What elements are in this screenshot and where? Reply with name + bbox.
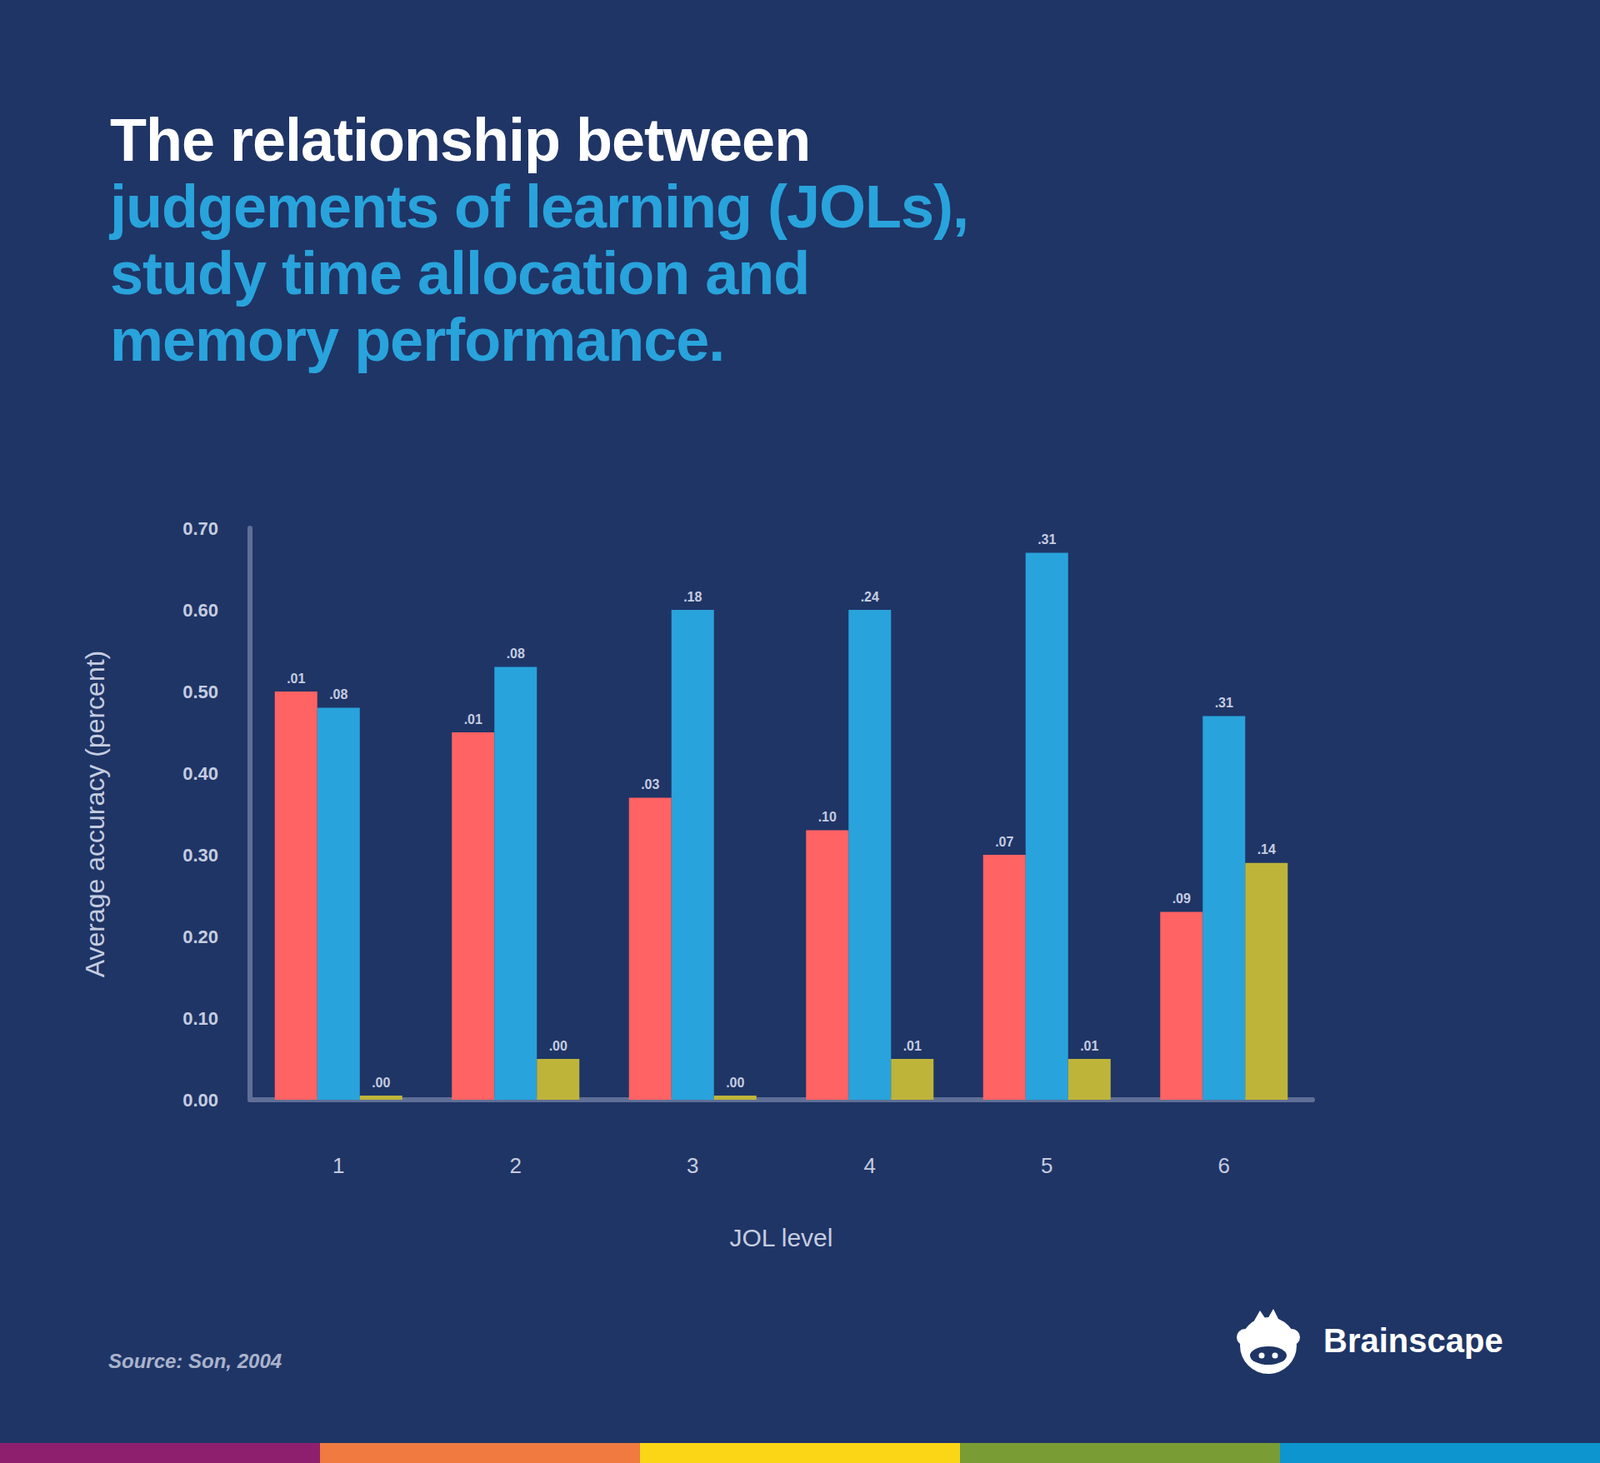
svg-text:0.60: 0.60 <box>182 600 219 621</box>
svg-text:.01: .01 <box>1080 1039 1099 1054</box>
svg-text:0.40: 0.40 <box>182 763 219 785</box>
svg-text:6: 6 <box>1218 1153 1230 1179</box>
svg-text:.31: .31 <box>1215 695 1234 710</box>
svg-text:1: 1 <box>332 1153 345 1179</box>
svg-text:.09: .09 <box>1172 891 1191 906</box>
svg-text:.10: .10 <box>818 810 837 825</box>
svg-text:.01: .01 <box>903 1039 922 1054</box>
svg-text:0.00: 0.00 <box>182 1090 219 1111</box>
svg-text:4: 4 <box>864 1153 876 1179</box>
svg-text:.03: .03 <box>640 777 660 792</box>
svg-text:0.10: 0.10 <box>182 1008 219 1030</box>
html-text:Source: Son, 2004: Source: Son, 2004 <box>108 1350 282 1373</box>
svg-text:.07: .07 <box>995 835 1014 850</box>
html-text:Brainscape: Brainscape <box>1323 1322 1504 1359</box>
svg-text:.00: .00 <box>371 1075 390 1090</box>
svg-text:0.70: 0.70 <box>182 518 219 540</box>
svg-text:0.30: 0.30 <box>182 845 219 866</box>
svg-text:.08: .08 <box>329 687 348 702</box>
svg-text:0.20: 0.20 <box>182 926 219 948</box>
svg-text:.01: .01 <box>286 671 305 686</box>
svg-text:.18: .18 <box>683 590 702 605</box>
svg-text:5: 5 <box>1040 1153 1053 1179</box>
svg-text:.24: .24 <box>860 590 880 605</box>
svg-text:.00: .00 <box>549 1039 568 1054</box>
svg-text:JOL level: JOL level <box>730 1224 834 1252</box>
svg-text:2: 2 <box>510 1153 522 1179</box>
svg-text:.00: .00 <box>725 1075 745 1090</box>
svg-text:.31: .31 <box>1037 532 1056 547</box>
svg-text:.01: .01 <box>464 712 483 727</box>
svg-text:.08: .08 <box>506 646 525 661</box>
svg-text:Average accuracy (percent): Average accuracy (percent) <box>80 650 110 978</box>
html-text:judgements of learning (JOLs),: judgements of learning (JOLs), study tim… <box>110 173 969 374</box>
svg-text:3: 3 <box>686 1153 699 1179</box>
html-text:The relationship between: The relationship between <box>110 106 811 174</box>
svg-text:.14: .14 <box>1257 842 1276 857</box>
svg-text:0.50: 0.50 <box>182 681 219 703</box>
